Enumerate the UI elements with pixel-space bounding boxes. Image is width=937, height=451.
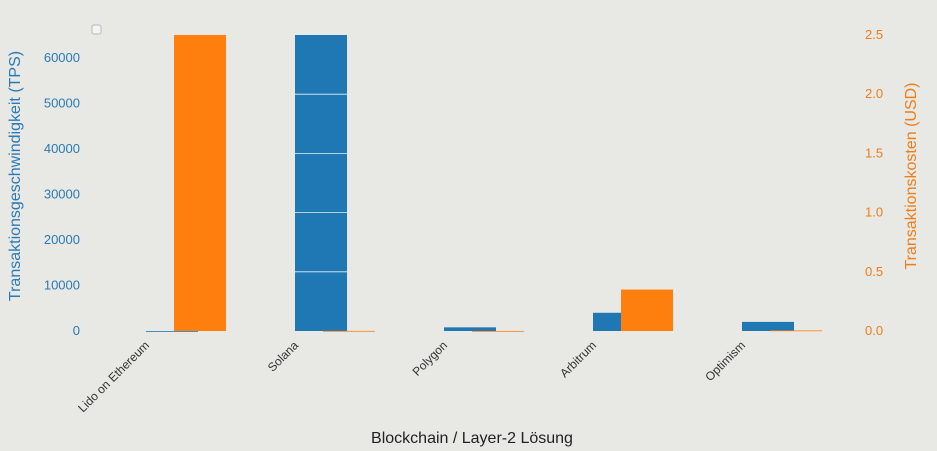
bar-0-left [146,331,198,332]
y-left-tick-label: 0 [73,323,80,338]
bar-4-right [770,330,822,332]
bar-2-right [472,330,524,332]
y-left-tick-label: 50000 [44,95,80,110]
y-right-tick-label: 0.0 [865,323,883,338]
y-right-tick-label: 2.5 [865,27,883,42]
y-right-tick-label: 2.0 [865,86,883,101]
y-left-tick-label: 10000 [44,277,80,292]
y-right-tick-label: 0.5 [865,264,883,279]
y-left-tick-label: 40000 [44,141,80,156]
y-left-tick-label: 60000 [44,50,80,65]
bar-1-left [295,35,347,331]
y-left-tick-label: 30000 [44,186,80,201]
y-right-tick-label: 1.5 [865,145,883,160]
y-left-tick-label: 20000 [44,232,80,247]
bar-1-right [323,330,375,332]
x-axis-label: Blockchain / Layer-2 Lösung [371,430,573,447]
bar-0-right [174,35,226,331]
bar-2-left [444,327,496,331]
y-left-axis-label: Transaktionsgeschwindigkeit (TPS) [7,51,24,301]
legend-box[interactable] [91,24,102,35]
y-right-tick-label: 1.0 [865,205,883,220]
bar-3-right [621,289,673,331]
y-right-axis-label: Transaktionskosten (USD) [903,82,920,269]
bar-4-left [742,321,794,331]
